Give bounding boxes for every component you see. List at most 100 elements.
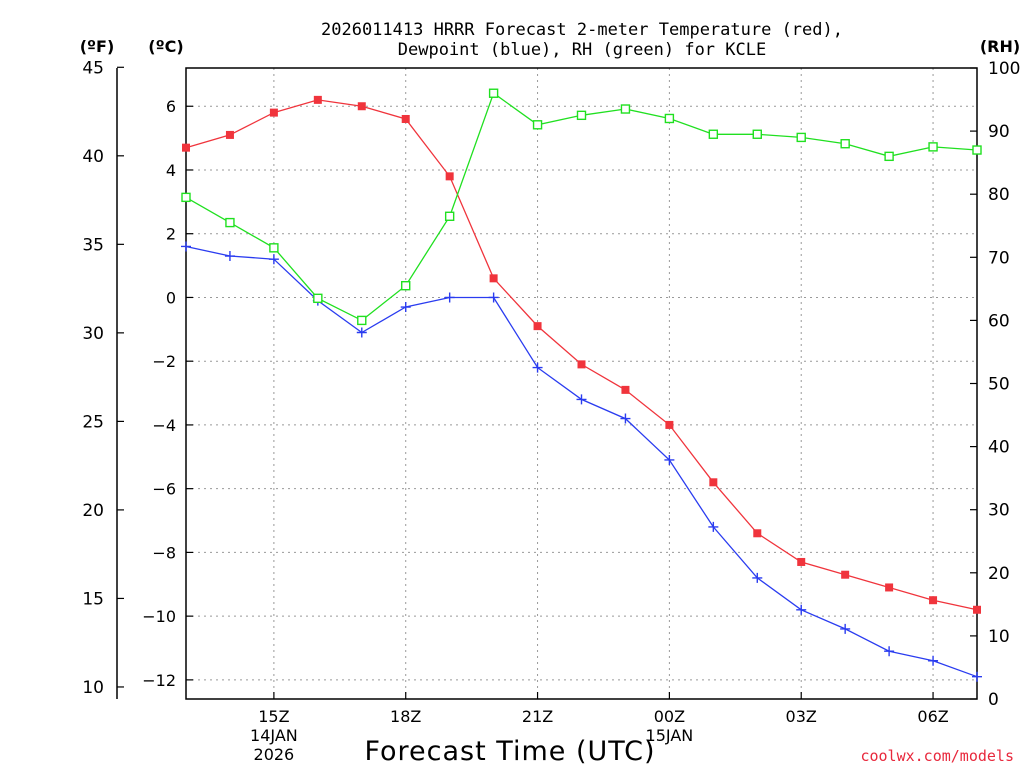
rh-point: [313, 293, 323, 304]
temperature-point: [401, 114, 410, 123]
rh-point: [357, 315, 367, 326]
temperature-point: [797, 557, 806, 566]
tick-label-fahrenheit: 45: [82, 58, 104, 78]
rh-unit-label: (RH): [980, 37, 1020, 56]
tick-label-celsius: −4: [152, 416, 176, 435]
tick-label-fahrenheit: 20: [82, 501, 104, 521]
rh-point: [532, 120, 543, 130]
tick-label-rh: 100: [988, 59, 1020, 79]
dewpoint-line: [185, 245, 978, 678]
date-label-year: 2026: [254, 745, 295, 764]
tick-label-fahrenheit: 30: [82, 324, 104, 344]
date-label: 15JAN: [646, 726, 694, 745]
dewpoint-point: [400, 302, 411, 313]
tick-label-time: 00Z: [654, 707, 685, 726]
temperature-point: [709, 478, 718, 487]
dewpoint-point: [928, 655, 939, 666]
rh-point: [884, 151, 894, 162]
tick-label-celsius: 6: [166, 97, 176, 116]
rh-point: [972, 145, 982, 155]
temperature-point: [225, 130, 234, 139]
grid-layer: [186, 68, 977, 699]
chart-title-line1: 2026011413 HRRR Forecast 2-meter Tempera…: [321, 20, 843, 40]
tick-label-fahrenheit: 25: [82, 412, 104, 432]
temperature-line: [185, 99, 978, 611]
series-layer: [181, 88, 982, 682]
tick-label-celsius: −10: [142, 607, 176, 626]
rh-point: [576, 110, 587, 121]
tick-label-rh: 60: [988, 311, 1010, 331]
celsius-unit-label: (ºC): [148, 37, 183, 56]
temperature-point: [665, 420, 674, 429]
dewpoint-point: [620, 413, 631, 424]
rh-point: [269, 243, 279, 253]
tick-label-time: 18Z: [390, 707, 421, 726]
dewpoint-point: [840, 623, 851, 634]
rh-point: [664, 113, 675, 124]
dewpoint-point: [884, 646, 895, 657]
axes-layer: [116, 67, 978, 700]
tick-label-rh: 50: [988, 375, 1010, 395]
tick-label-time: 15Z: [258, 707, 289, 726]
tick-label-rh: 30: [988, 501, 1010, 521]
tick-label-celsius: 4: [166, 161, 176, 180]
plot-frame: [185, 67, 978, 700]
temperature-point: [313, 95, 322, 104]
tick-label-fahrenheit: 15: [82, 589, 104, 609]
temperature-point: [445, 172, 454, 181]
rh-point: [928, 142, 938, 152]
tick-label-time: 06Z: [917, 707, 948, 726]
tick-label-rh: 40: [988, 438, 1010, 458]
tick-label-celsius: −6: [152, 480, 176, 499]
dewpoint-point: [796, 604, 807, 615]
rh-point: [444, 211, 455, 221]
dewpoint-point: [532, 362, 543, 373]
rh-point: [181, 192, 191, 203]
tick-label-time: 03Z: [786, 707, 817, 726]
rh-point: [225, 217, 235, 228]
rh-point: [401, 280, 411, 291]
tick-label-celsius: 0: [166, 288, 176, 307]
temperature-point: [577, 360, 586, 369]
dewpoint-point: [356, 327, 367, 338]
tick-label-time: 21Z: [522, 707, 553, 726]
credit-label: coolwx.com/models: [860, 747, 1014, 765]
dewpoint-point: [752, 572, 763, 583]
rh-point: [620, 104, 631, 114]
dewpoint-point: [444, 292, 455, 303]
dewpoint-point: [224, 251, 235, 262]
rh-line: [185, 92, 978, 322]
temperature-point: [841, 570, 850, 579]
dewpoint-point: [576, 394, 587, 405]
tick-label-fahrenheit: 35: [82, 235, 104, 255]
dewpoint-point: [268, 254, 279, 265]
temperature-point: [533, 322, 542, 331]
tick-label-celsius: −2: [152, 352, 176, 371]
tick-label-rh: 20: [988, 564, 1010, 584]
fahrenheit-unit-label: (ºF): [80, 37, 115, 56]
tick-label-rh: 10: [988, 627, 1010, 647]
rh-point: [488, 88, 499, 98]
tick-label-rh: 70: [988, 248, 1010, 268]
tick-label-rh: 90: [988, 122, 1010, 142]
tick-label-celsius: −8: [152, 543, 176, 562]
x-axis-title: Forecast Time (UTC): [364, 736, 655, 767]
temperature-point: [357, 102, 366, 111]
dewpoint-point: [181, 241, 191, 252]
temperature-point: [929, 596, 938, 605]
tick-label-celsius: 2: [166, 225, 176, 244]
dewpoint-point: [488, 292, 499, 303]
rh-point: [708, 129, 719, 139]
temperature-point: [269, 108, 278, 117]
temperature-point: [621, 385, 630, 394]
temperature-point: [182, 143, 190, 152]
tick-label-celsius: −12: [142, 671, 176, 690]
dewpoint-point: [664, 454, 675, 465]
date-label: 14JAN: [250, 726, 298, 745]
temperature-point: [973, 605, 981, 614]
tick-label-rh: 0: [988, 690, 999, 710]
rh-point: [796, 132, 806, 143]
tick-label-fahrenheit: 40: [82, 147, 104, 167]
dewpoint-point: [708, 521, 719, 532]
